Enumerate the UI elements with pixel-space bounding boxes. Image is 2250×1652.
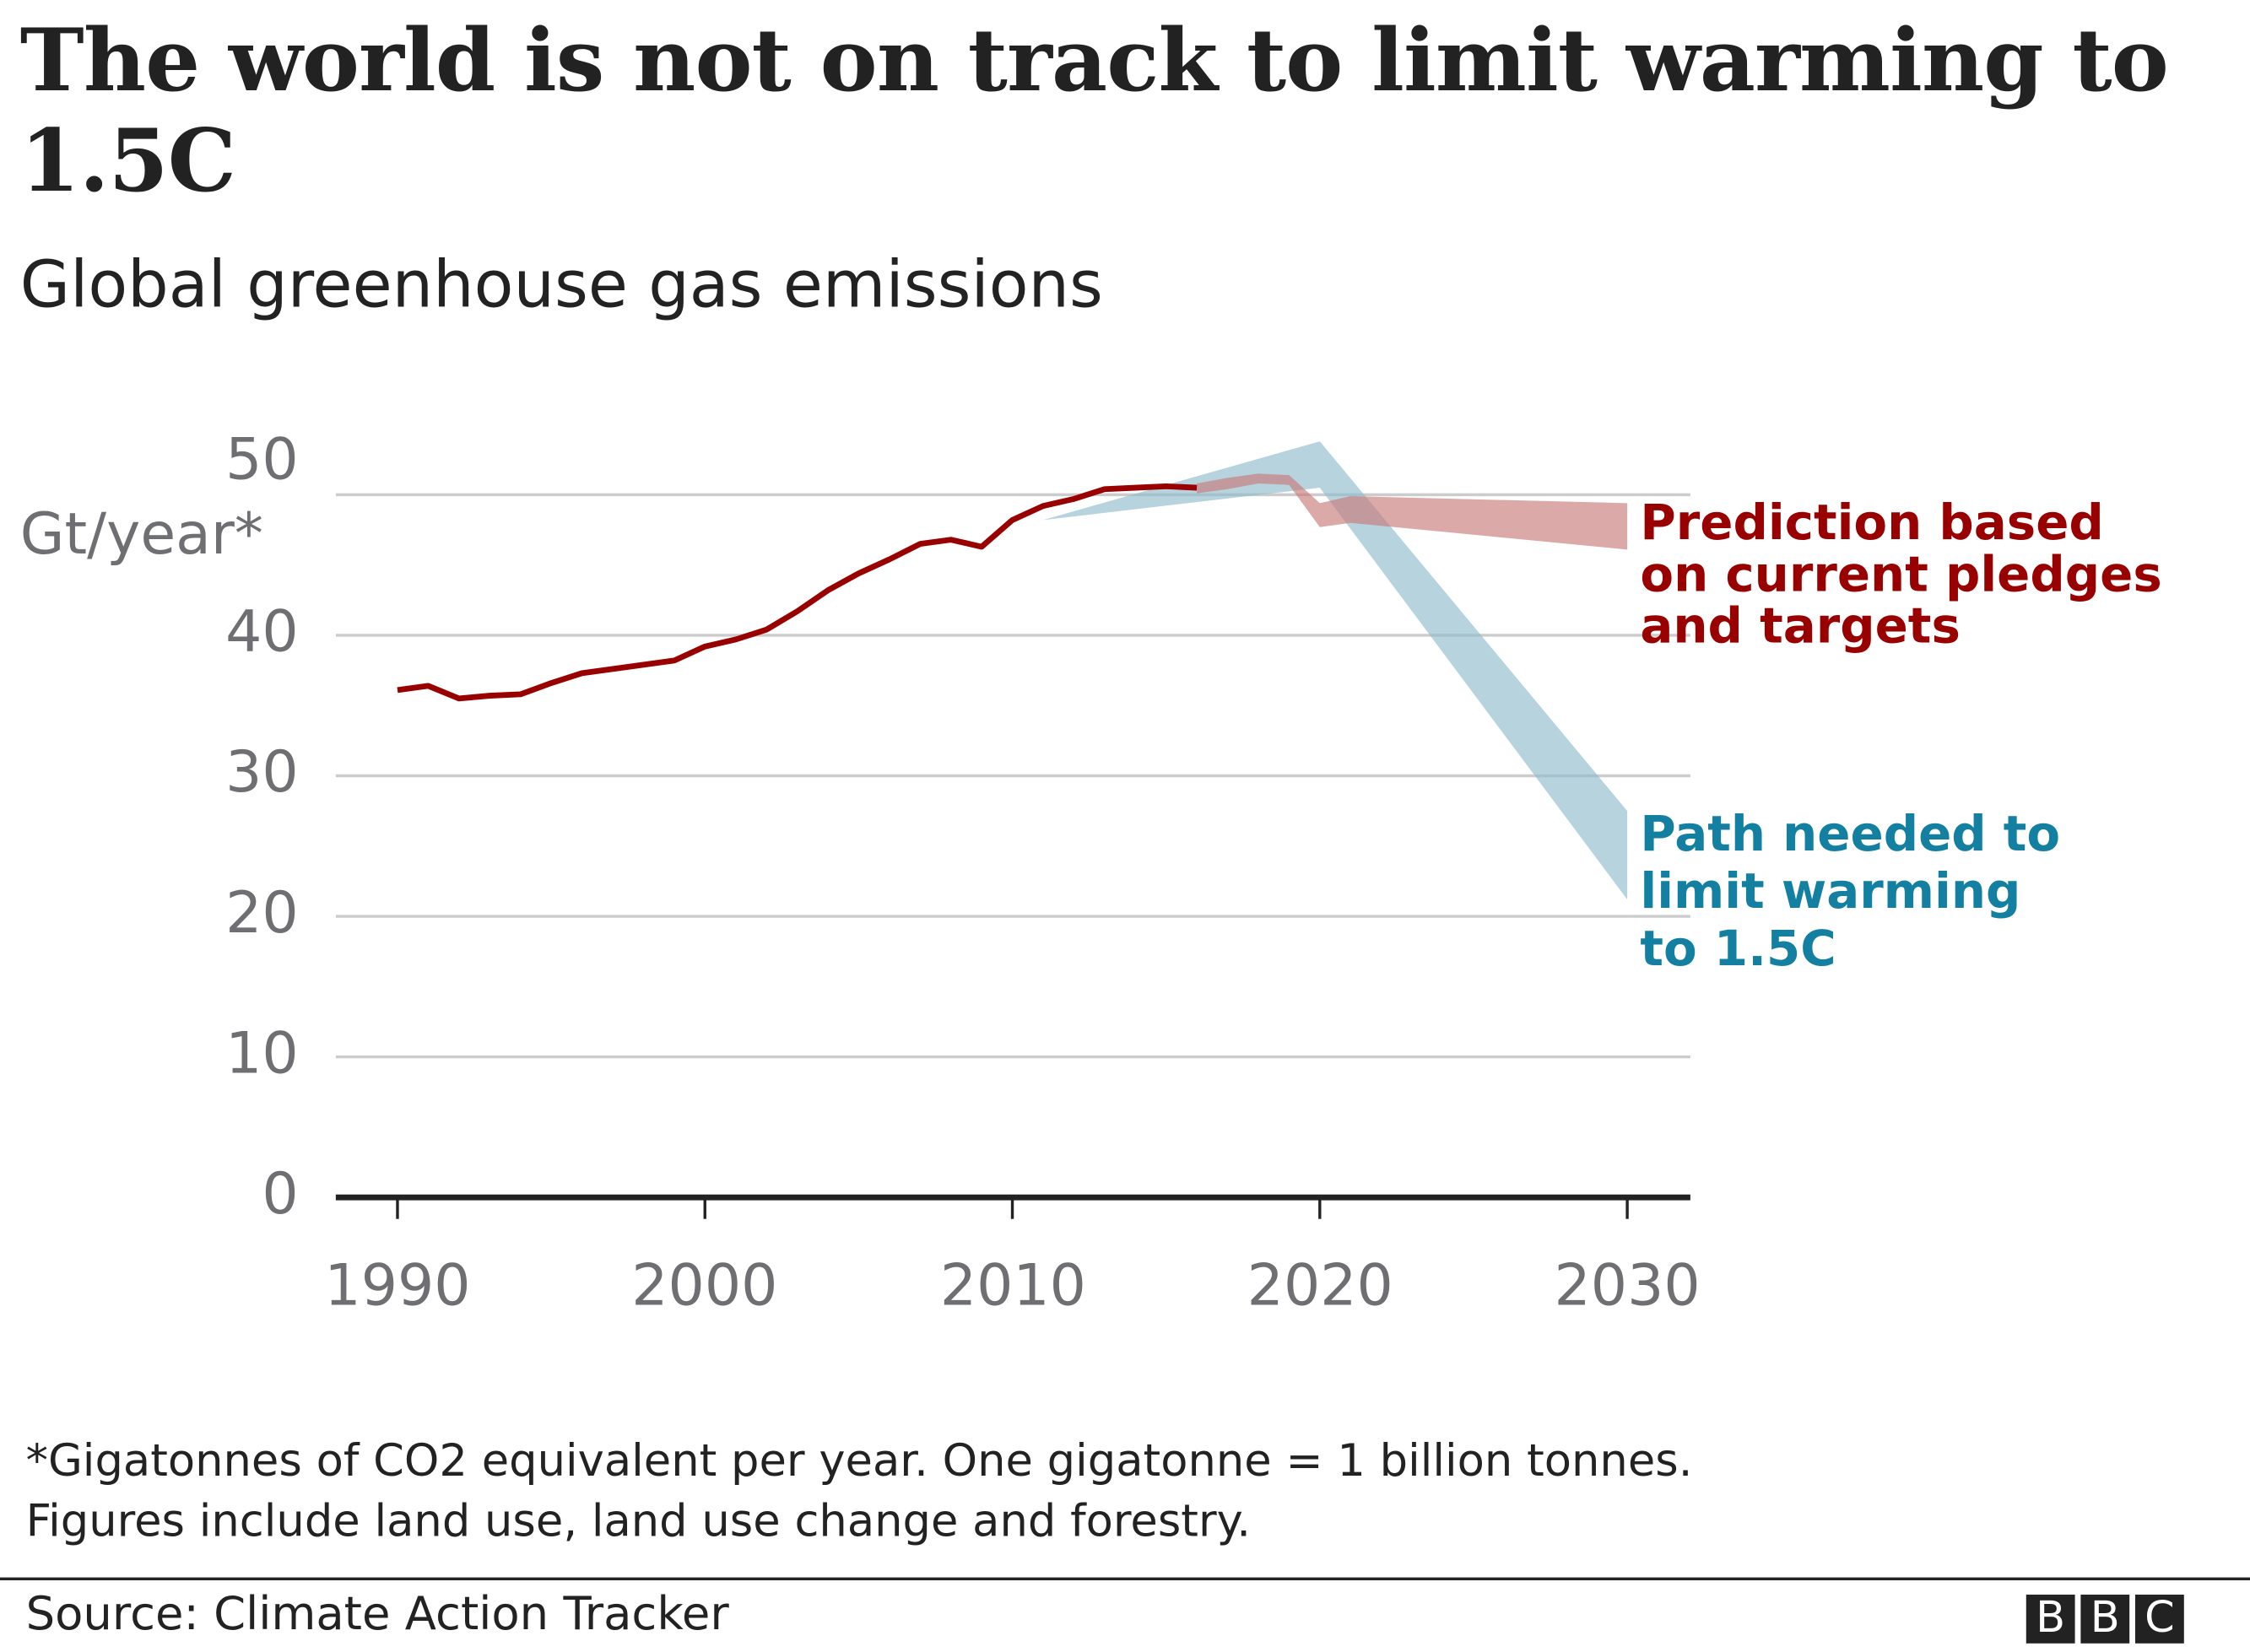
y-tick-label: 0 bbox=[262, 1161, 299, 1228]
prediction-label: Prediction based on current pledges and … bbox=[1640, 498, 2161, 653]
y-tick-label: 10 bbox=[225, 1021, 299, 1088]
source-text: Source: Climate Action Tracker bbox=[25, 1585, 729, 1641]
path-label-line: to 1.5C bbox=[1640, 920, 1836, 979]
y-axis-unit: Gt/year* bbox=[19, 501, 263, 569]
bbc-logo-block: C bbox=[2134, 1594, 2184, 1644]
footnote: *Gigatonnes of CO2 equivalent per year. … bbox=[26, 1431, 1693, 1552]
footnote-line: *Gigatonnes of CO2 equivalent per year. … bbox=[25, 1435, 1693, 1487]
x-tick-label: 1990 bbox=[324, 1253, 471, 1320]
y-tick-label: 30 bbox=[225, 740, 299, 807]
prediction-band bbox=[1197, 473, 1628, 550]
path-label-line: limit warming bbox=[1640, 863, 2021, 921]
y-tick-label: 20 bbox=[225, 880, 299, 947]
footnote-line: Figures include land use, land use chang… bbox=[25, 1495, 1252, 1547]
chart-subtitle: Global greenhouse gas emissions bbox=[19, 246, 1103, 323]
historical-emissions-line bbox=[397, 483, 1198, 702]
footer-divider bbox=[0, 1577, 2250, 1581]
prediction-label-line: Prediction based bbox=[1640, 494, 2104, 553]
prediction-label-line: on current pledges bbox=[1640, 546, 2162, 604]
path-label-line: Path needed to bbox=[1640, 806, 2061, 864]
bbc-logo-block: B bbox=[2026, 1594, 2075, 1644]
path-label: Path needed to limit warming to 1.5C bbox=[1640, 806, 2060, 978]
x-tick-label: 2020 bbox=[1247, 1253, 1393, 1320]
x-tick-label: 2010 bbox=[939, 1253, 1086, 1320]
x-tick-label: 2000 bbox=[631, 1253, 778, 1320]
chart-title: The world is not on track to limit warmi… bbox=[19, 11, 2169, 213]
bbc-logo: B B C bbox=[2026, 1594, 2184, 1644]
bbc-logo-block: B bbox=[2080, 1594, 2130, 1644]
y-tick-label: 40 bbox=[225, 599, 299, 666]
x-tick-label: 2030 bbox=[1554, 1253, 1701, 1320]
prediction-label-line: and targets bbox=[1640, 597, 1961, 656]
y-tick-label: 50 bbox=[225, 427, 299, 494]
